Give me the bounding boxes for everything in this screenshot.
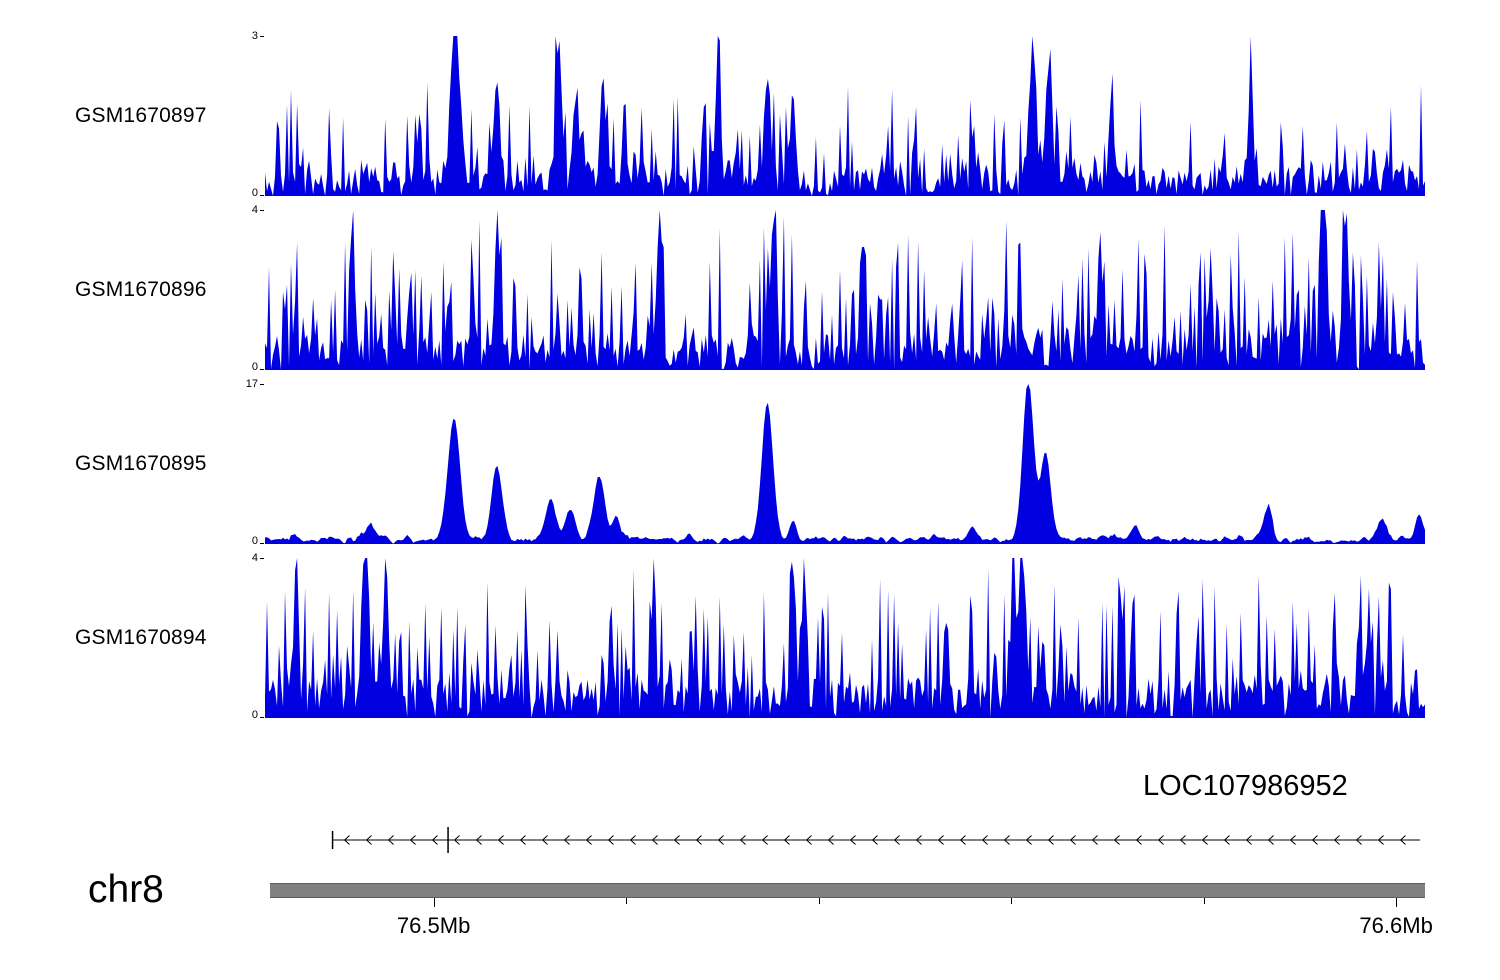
y-axis-zero-label: 0 xyxy=(251,361,258,373)
track-label: GSM1670896 xyxy=(75,278,207,301)
strand-arrow-icon xyxy=(1377,835,1384,845)
strand-arrow-icon xyxy=(1333,835,1340,845)
axis-minor-tick xyxy=(1011,898,1013,904)
signal-track-gsm1670897: GSM1670897 3 0 xyxy=(0,30,1500,199)
y-axis-tick xyxy=(260,36,264,37)
strand-arrow-icon xyxy=(893,835,900,845)
strand-arrow-icon xyxy=(1223,835,1230,845)
coverage-area xyxy=(265,210,1425,370)
axis-minor-tick xyxy=(1203,898,1205,904)
strand-arrow-icon xyxy=(1289,835,1296,845)
strand-arrow-icon xyxy=(1267,835,1274,845)
coverage-area xyxy=(265,558,1425,718)
strand-arrow-icon xyxy=(761,835,768,845)
strand-arrow-icon xyxy=(981,835,988,845)
strand-arrow-icon xyxy=(959,835,966,845)
axis-tick-label: 76.6Mb xyxy=(1359,913,1433,938)
chromosome-label: chr8 xyxy=(88,868,164,911)
coverage-plot xyxy=(265,384,1425,544)
coverage-area xyxy=(265,36,1425,196)
axis-tick-label: 76.5Mb xyxy=(396,913,471,938)
strand-arrow-icon xyxy=(409,835,416,845)
strand-arrow-icon xyxy=(343,835,350,845)
strand-arrow-icon xyxy=(497,835,504,845)
y-axis-zero-label: 0 xyxy=(251,709,258,721)
strand-arrow-icon xyxy=(563,835,570,845)
strand-arrow-icon xyxy=(1157,835,1164,845)
gene-model-track xyxy=(331,827,1421,853)
strand-arrow-icon xyxy=(937,835,944,845)
strand-arrow-icon xyxy=(1245,835,1252,845)
strand-arrow-icon xyxy=(651,835,658,845)
y-axis-tick xyxy=(260,210,264,211)
gene-name: LOC107986952 xyxy=(1143,770,1348,802)
y-axis-tick xyxy=(260,543,264,544)
strand-arrow-icon xyxy=(827,835,834,845)
signal-track-gsm1670895: GSM1670895 17 0 xyxy=(0,378,1500,547)
strand-arrow-icon xyxy=(673,835,680,845)
track-label: GSM1670897 xyxy=(75,104,207,127)
coverage-plot xyxy=(265,210,1425,370)
strand-arrow-icon xyxy=(519,835,526,845)
strand-arrow-icon xyxy=(695,835,702,845)
y-axis-tick xyxy=(260,558,264,559)
strand-arrow-icon xyxy=(717,835,724,845)
y-axis-tick xyxy=(260,717,264,718)
signal-track-gsm1670894: GSM1670894 4 0 xyxy=(0,552,1500,721)
y-axis-max-label: 4 xyxy=(251,552,258,564)
strand-arrow-icon xyxy=(1135,835,1142,845)
strand-arrow-icon xyxy=(1355,835,1362,845)
strand-arrow-icon xyxy=(1311,835,1318,845)
strand-arrow-icon xyxy=(1025,835,1032,845)
y-axis-tick xyxy=(260,384,264,385)
y-axis-max-label: 17 xyxy=(245,378,258,390)
strand-arrow-icon xyxy=(475,835,482,845)
axis-major-tick xyxy=(1396,898,1398,907)
strand-arrow-icon xyxy=(541,835,548,845)
track-label: GSM1670895 xyxy=(75,452,207,475)
y-axis-tick xyxy=(260,195,264,196)
strand-arrow-icon xyxy=(871,835,878,845)
coverage-plot xyxy=(265,558,1425,718)
y-axis-zero-label: 0 xyxy=(251,187,258,199)
y-axis-max-label: 3 xyxy=(251,30,258,42)
track-label: GSM1670894 xyxy=(75,626,207,649)
strand-arrow-icon xyxy=(365,835,372,845)
strand-arrow-icon xyxy=(387,835,394,845)
strand-arrow-icon xyxy=(1003,835,1010,845)
strand-arrow-icon xyxy=(739,835,746,845)
axis-minor-tick xyxy=(818,898,820,904)
strand-arrow-icon xyxy=(805,835,812,845)
strand-arrow-icon xyxy=(915,835,922,845)
strand-arrow-icon xyxy=(1047,835,1054,845)
axis-major-tick xyxy=(433,898,435,907)
y-axis-tick xyxy=(260,369,264,370)
coverage-plot xyxy=(265,36,1425,196)
strand-arrow-icon xyxy=(585,835,592,845)
strand-arrow-icon xyxy=(431,835,438,845)
strand-arrow-icon xyxy=(1179,835,1186,845)
strand-arrow-icon xyxy=(1113,835,1120,845)
strand-arrow-icon xyxy=(783,835,790,845)
strand-arrow-icon xyxy=(1091,835,1098,845)
coverage-area xyxy=(265,384,1425,544)
strand-arrow-icon xyxy=(629,835,636,845)
strand-arrow-icon xyxy=(849,835,856,845)
strand-arrow-icon xyxy=(453,835,460,845)
chromosome-bar xyxy=(270,883,1425,898)
y-axis-zero-label: 0 xyxy=(251,535,258,547)
strand-arrow-icon xyxy=(607,835,614,845)
strand-arrow-icon xyxy=(1399,835,1406,845)
axis-minor-tick xyxy=(626,898,628,904)
y-axis-max-label: 4 xyxy=(251,204,258,216)
signal-track-gsm1670896: GSM1670896 4 0 xyxy=(0,204,1500,373)
strand-arrow-icon xyxy=(1201,835,1208,845)
strand-arrow-icon xyxy=(1069,835,1076,845)
